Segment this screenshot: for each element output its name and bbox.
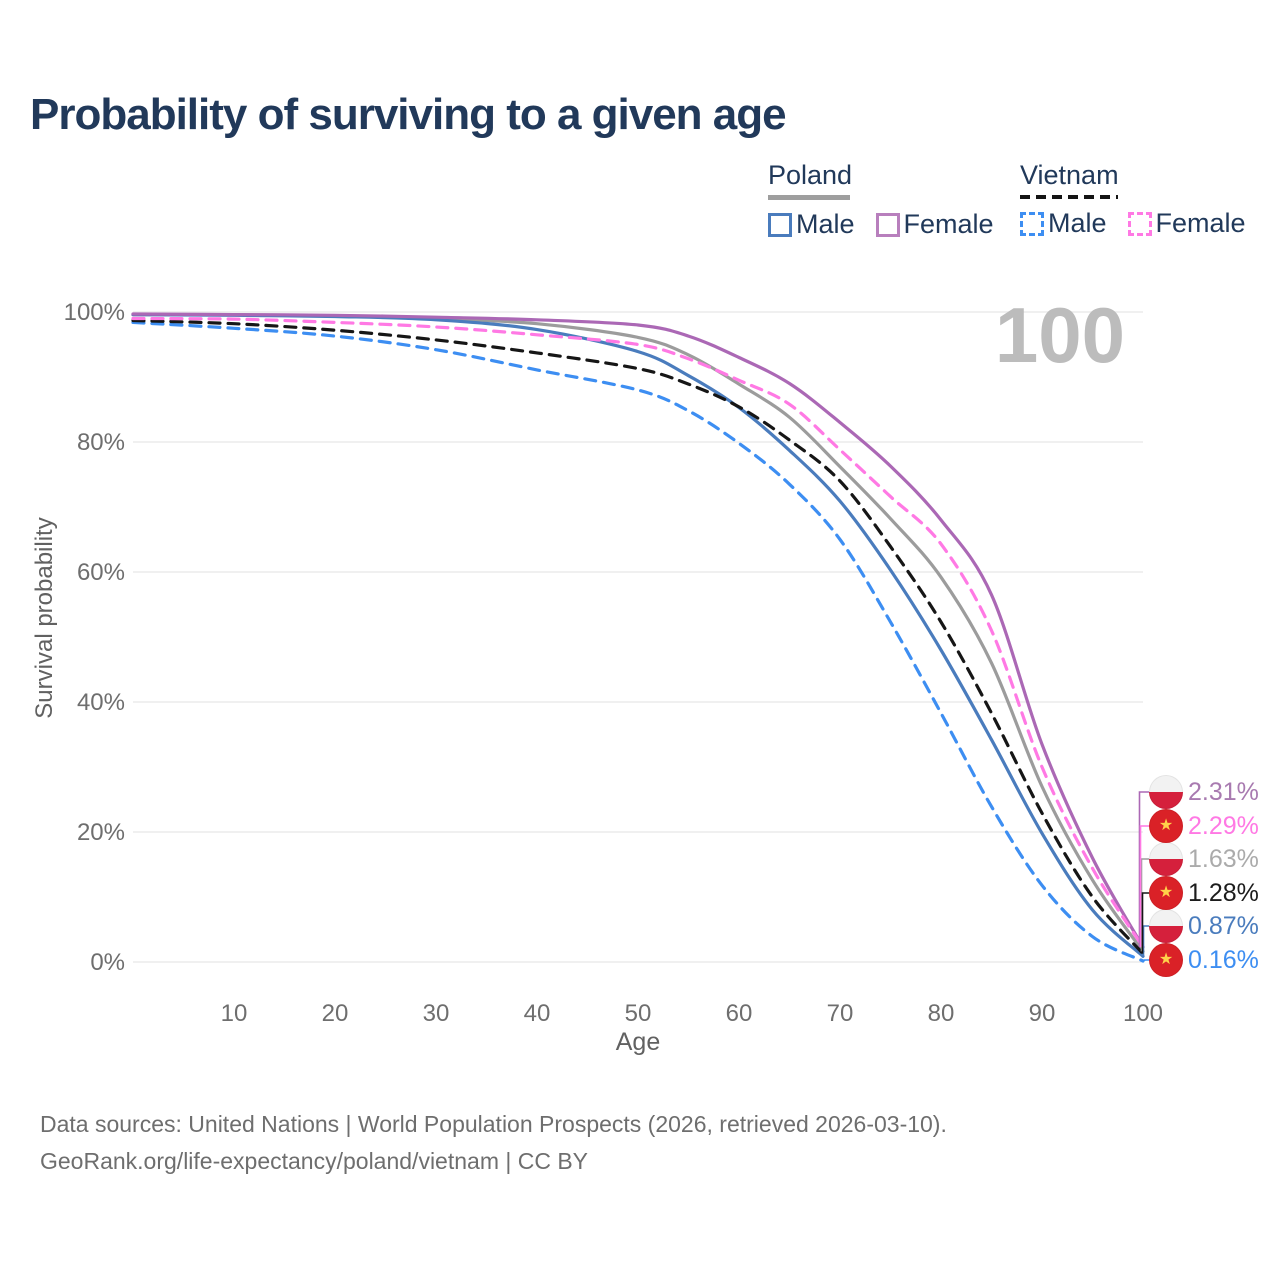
end-label-connector-vietnam-male (1143, 959, 1151, 961)
curve-vietnam-male (131, 320, 1145, 963)
footer-data-sources: Data sources: United Nations | World Pop… (40, 1111, 947, 1137)
end-label-poland-male: 0.87% (1149, 908, 1259, 944)
vietnam-female-swatch-icon (1127, 211, 1152, 236)
legend-line-sample-poland (768, 195, 850, 200)
end-label-connector-poland-male (1142, 925, 1151, 957)
legend-title-poland: Poland (768, 160, 853, 190)
legend-label-vietnam-female: Female (1155, 208, 1246, 238)
y-axis-title: Survival probability (31, 517, 58, 719)
end-label-value-vietnam-both: 1.28% (1188, 878, 1259, 907)
curve-vietnam-female (131, 316, 1145, 949)
end-label-vietnam-both: ★ 1.28% (1149, 875, 1259, 911)
y-tick-label-100%: 100% (64, 299, 125, 326)
end-label-vietnam-female: ★ 2.29% (1149, 808, 1259, 844)
gridlines-layer (133, 311, 1143, 963)
legend-group-vietnam: Vietnam Male Female (1020, 160, 1246, 239)
x-axis-title: Age (615, 1028, 661, 1056)
footer-attribution: GeoRank.org/life-expectancy/poland/vietn… (40, 1148, 589, 1174)
end-label-connector-vietnam-female (1139, 825, 1151, 948)
end-label-vietnam-male: ★ 0.16% (1149, 942, 1259, 978)
legend-label-vietnam-male: Male (1048, 208, 1107, 238)
poland-male-swatch-icon (768, 212, 792, 237)
vietnam-flag-icon: ★ (1149, 876, 1183, 910)
curve-poland-female (131, 312, 1145, 949)
end-label-value-poland-both: 1.63% (1188, 844, 1259, 873)
vietnam-flag-icon: ★ (1149, 809, 1183, 843)
y-tick-label-80%: 80% (77, 429, 125, 456)
end-label-poland-female: 2.31% (1149, 774, 1259, 810)
y-tick-label-40%: 40% (77, 689, 125, 716)
curves-layer (131, 312, 1145, 963)
page-title: Probability of surviving to a given age (30, 90, 787, 139)
legend-item-vietnam-female[interactable]: Female (1127, 208, 1246, 239)
vietnam-male-swatch-icon (1020, 211, 1044, 236)
x-tick-label-60: 60 (726, 1000, 753, 1027)
x-tick-label-30: 30 (423, 1000, 450, 1027)
end-label-connectors-layer (1138, 791, 1151, 961)
x-tick-label-10: 10 (221, 1000, 248, 1027)
end-label-connector-poland-both (1140, 858, 1151, 952)
legend-group-poland: Poland Male Female (768, 160, 994, 240)
end-label-value-poland-male: 0.87% (1188, 911, 1259, 940)
legend-label-poland-female: Female (903, 209, 994, 239)
poland-flag-icon (1149, 775, 1183, 809)
x-tick-labels-layer: 10 20 30 40 50 60 70 80 90 100 (221, 1000, 1163, 1027)
legend-item-vietnam-male[interactable]: Male (1020, 208, 1107, 239)
x-tick-label-90: 90 (1029, 1000, 1056, 1027)
curve-poland-male (131, 313, 1145, 958)
legend-label-poland-male: Male (796, 209, 855, 239)
y-tick-labels-layer: 0% 20% 40% 60% 80% 100% (64, 299, 125, 976)
legend-line-sample-vietnam (1020, 195, 1118, 199)
footer: Data sources: United Nations | World Pop… (40, 1106, 947, 1180)
curve-vietnam-both (131, 318, 1145, 956)
legend-item-poland-male[interactable]: Male (768, 209, 855, 240)
age-watermark: 100 (995, 291, 1125, 379)
x-tick-label-70: 70 (827, 1000, 854, 1027)
x-tick-label-100: 100 (1123, 1000, 1163, 1027)
y-tick-label-60%: 60% (77, 559, 125, 586)
poland-flag-icon (1149, 909, 1183, 943)
end-label-poland-both: 1.63% (1149, 841, 1259, 877)
legend-title-vietnam: Vietnam (1020, 160, 1119, 190)
x-tick-label-50: 50 (625, 1000, 652, 1027)
y-tick-label-20%: 20% (77, 819, 125, 846)
vietnam-flag-icon: ★ (1149, 943, 1183, 977)
y-tick-label-0%: 0% (90, 949, 125, 976)
end-label-value-poland-female: 2.31% (1188, 777, 1259, 806)
end-label-value-vietnam-male: 0.16% (1188, 945, 1259, 974)
end-label-connector-poland-female (1138, 791, 1151, 947)
x-tick-label-40: 40 (524, 1000, 551, 1027)
end-label-value-vietnam-female: 2.29% (1188, 811, 1259, 840)
legend-item-poland-female[interactable]: Female (875, 209, 994, 240)
end-label-connector-vietnam-both (1141, 892, 1151, 954)
poland-female-swatch-icon (875, 212, 900, 237)
x-tick-label-20: 20 (322, 1000, 349, 1027)
x-tick-label-80: 80 (928, 1000, 955, 1027)
poland-flag-icon (1149, 842, 1183, 876)
